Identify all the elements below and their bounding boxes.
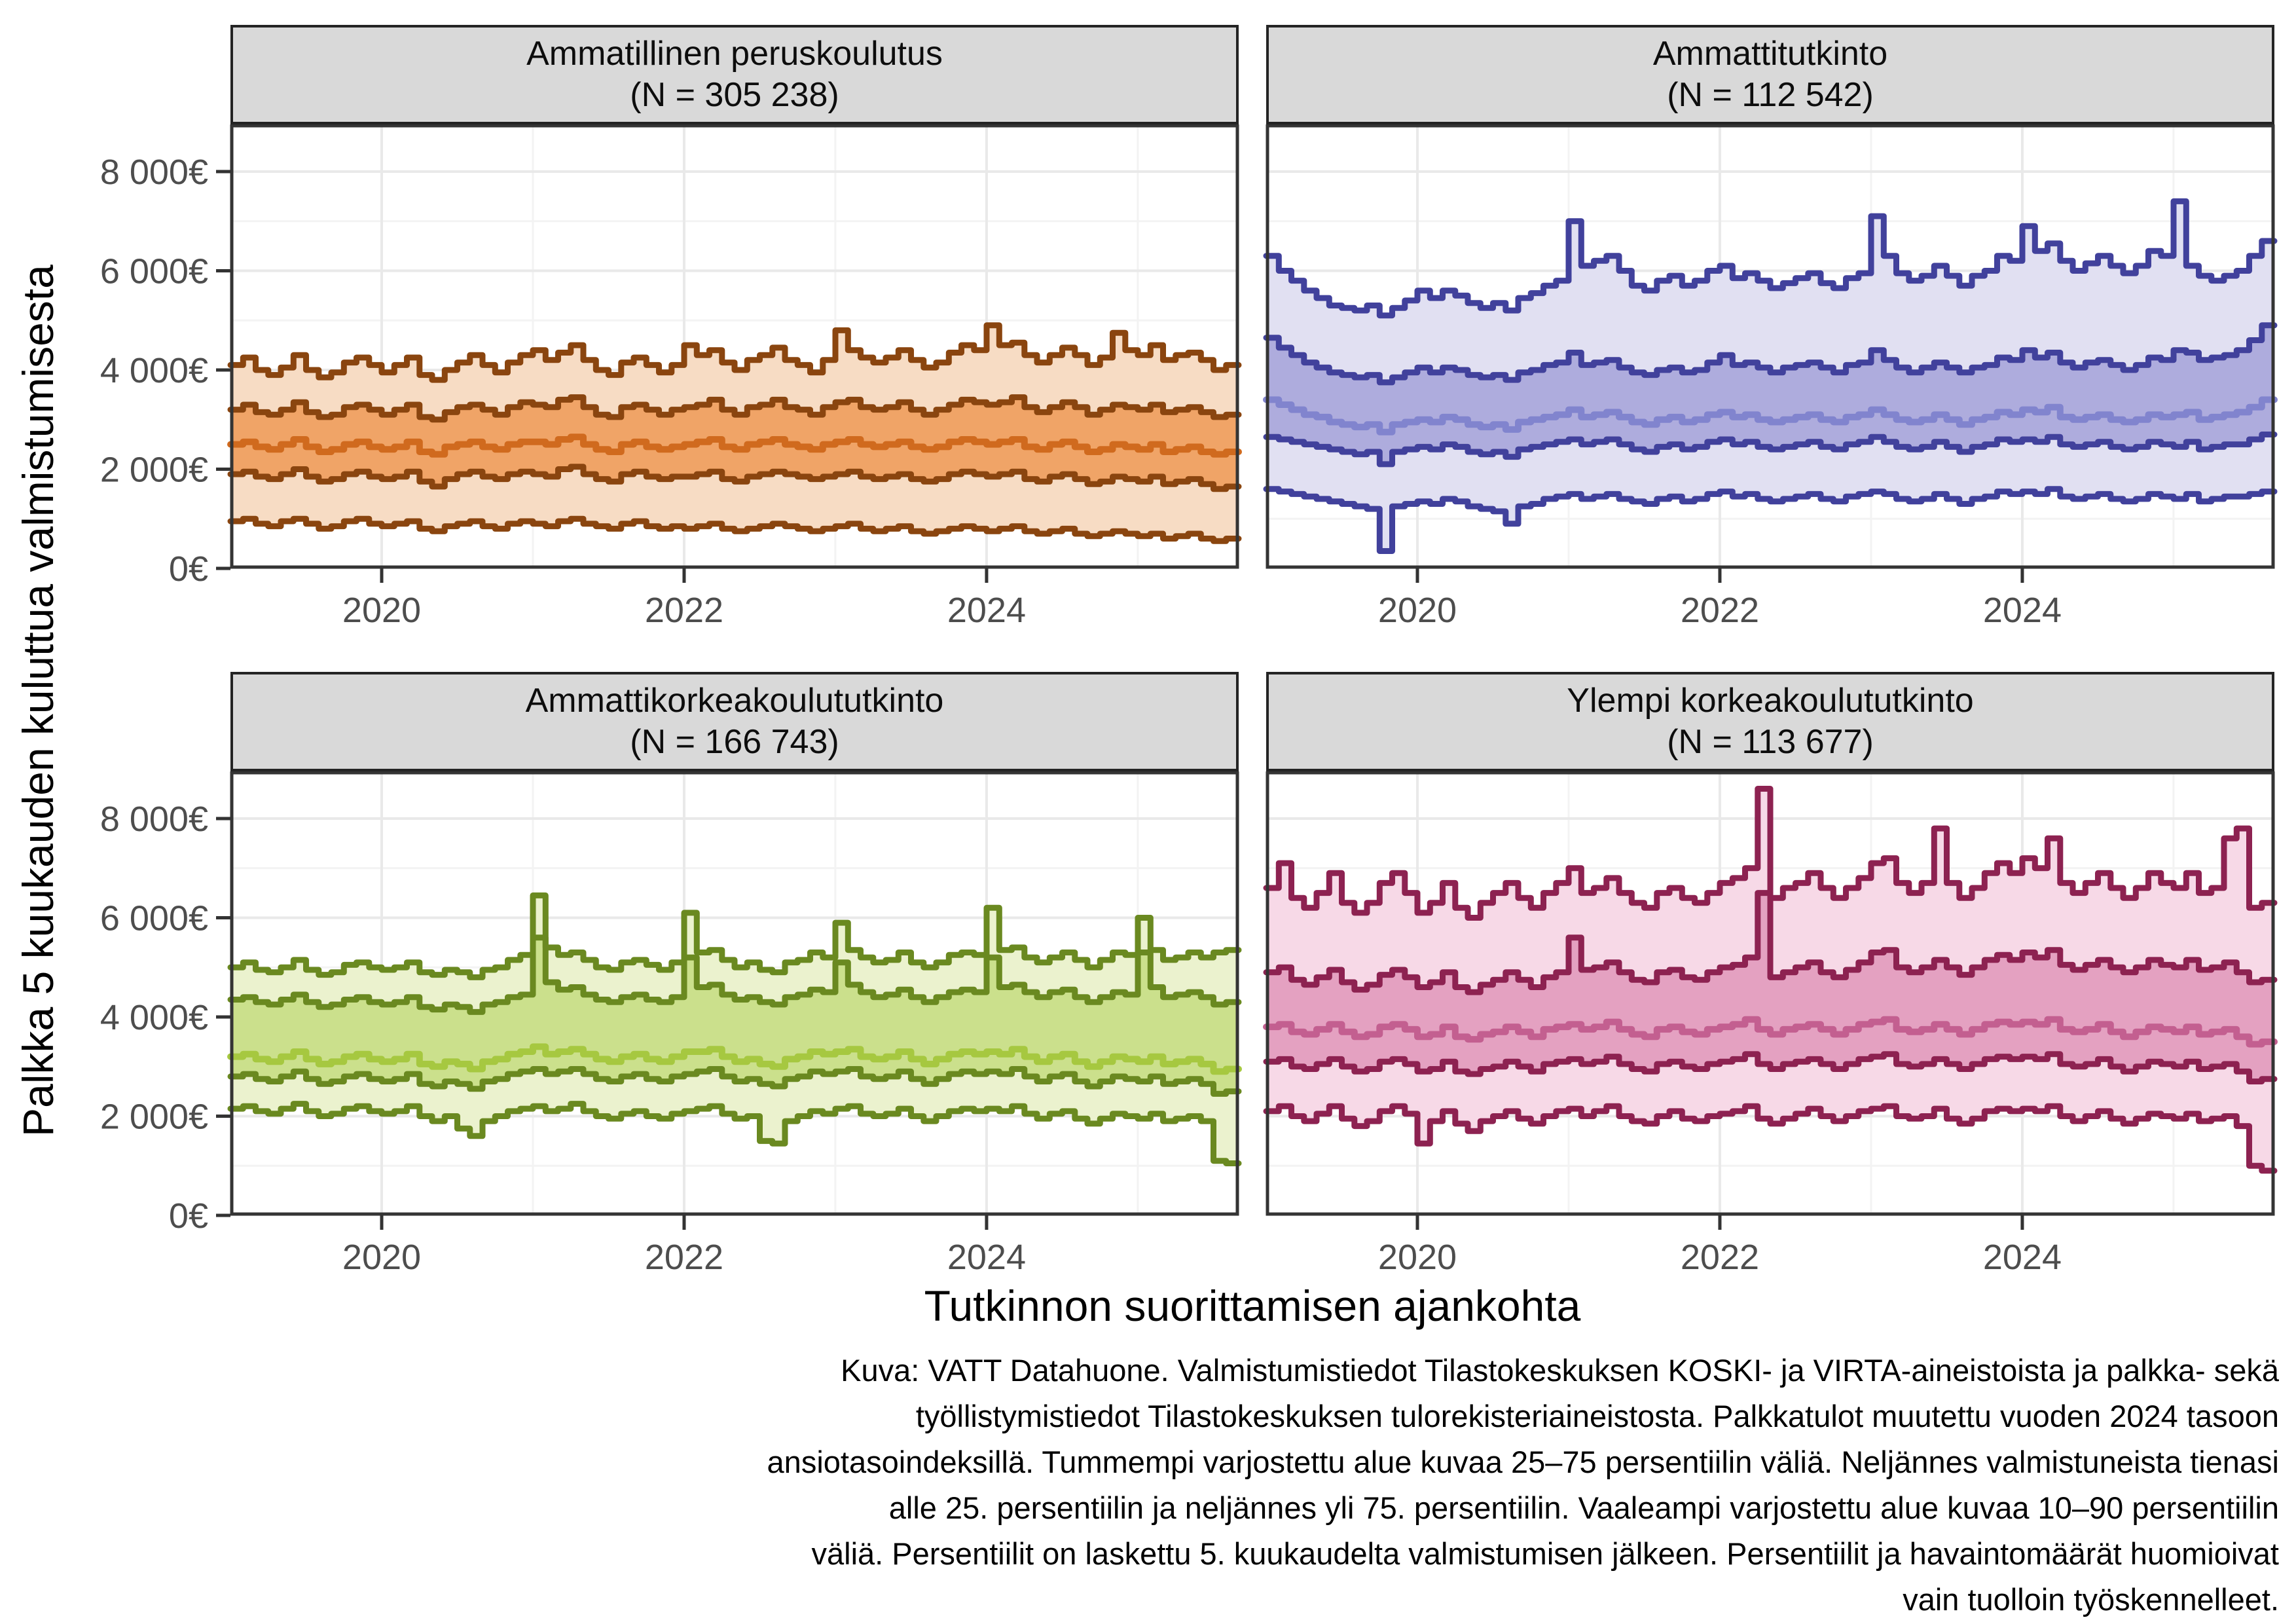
strip-row-top: Ammatillinen peruskoulutus (N = 305 238)…	[230, 25, 2296, 124]
facet-title: Ammattikorkeakoulututkinto	[525, 681, 944, 720]
y-tick-label: 0€	[169, 549, 208, 589]
caption-line: ansiotasoindeksillä. Tummempi varjostett…	[767, 1445, 2279, 1479]
panel-border	[230, 124, 1239, 569]
y-tick-label: 4 000€	[100, 998, 208, 1037]
x-tick-label: 2024	[1983, 1238, 2062, 1277]
y-tick-label: 0€	[169, 1196, 208, 1236]
line-median	[1263, 1016, 2278, 1048]
facet-subtitle: (N = 113 677)	[1667, 723, 1874, 761]
x-tick-label: 2022	[1681, 1238, 1759, 1277]
x-tick-label: 2024	[1983, 591, 2062, 630]
panel-border	[230, 771, 1239, 1216]
caption-line: työllistymistiedot Tilastokeskuksen tulo…	[915, 1399, 2279, 1433]
line-p75	[227, 934, 1242, 1015]
facet-strip-ammattitutkinto: Ammattitutkinto (N = 112 542)	[1266, 25, 2274, 124]
facet-subtitle: (N = 305 238)	[630, 76, 839, 114]
line-p10	[1263, 1103, 2278, 1174]
strip-row-bottom: Ammattikorkeakoulututkinto (N = 166 743)…	[230, 672, 2296, 771]
facet-panel-ylempi-korkeakoulututkinto: 2020 2022 2024	[1263, 771, 2278, 1277]
facet-strip-ylempi-korkeakoulututkinto: Ylempi korkeakoulututkinto (N = 113 677)	[1266, 672, 2274, 771]
line-p75	[227, 394, 1242, 423]
x-axis-title: Tutkinnon suorittamisen ajankohta	[924, 1282, 1581, 1330]
line-p90	[227, 322, 1242, 383]
facet-strip-ammatillinen-peruskoulutus: Ammatillinen peruskoulutus (N = 305 238)	[230, 25, 1239, 124]
line-median	[227, 434, 1242, 458]
line-p25	[1263, 1051, 2278, 1084]
caption-line: Kuva: VATT Datahuone. Valmistumistiedot …	[841, 1353, 2279, 1388]
facet-strip-ammattikorkeakoulututkinto: Ammattikorkeakoulututkinto (N = 166 743)	[230, 672, 1239, 771]
line-p10	[1263, 486, 2278, 554]
caption: Kuva: VATT Datahuone. Valmistumistiedot …	[0, 1348, 2296, 1623]
x-tick-label: 2022	[1681, 591, 1759, 630]
y-tick-label: 4 000€	[100, 351, 208, 390]
x-tick-label: 2022	[645, 591, 723, 630]
caption-line: vain tuolloin työskennelleet.	[1903, 1582, 2279, 1617]
line-p75	[1263, 890, 2278, 995]
facet-title: Ylempi korkeakoulututkinto	[1567, 681, 1974, 720]
facet-subtitle: (N = 112 542)	[1667, 76, 1874, 114]
caption-line: alle 25. persentiilin ja neljännes yli 7…	[888, 1490, 2279, 1525]
facet-subtitle: (N = 166 743)	[630, 723, 839, 761]
line-median	[1263, 396, 2278, 435]
line-p25	[227, 464, 1242, 492]
x-tick-label: 2020	[1378, 1238, 1457, 1277]
facet-title: Ammattitutkinto	[1652, 34, 1888, 73]
y-tick-label: 6 000€	[100, 251, 208, 291]
line-p10	[227, 1101, 1242, 1166]
facet-title: Ammatillinen peruskoulutus	[526, 34, 943, 73]
panel-border	[1266, 124, 2275, 569]
line-p90	[227, 892, 1242, 980]
y-tick-label: 8 000€	[100, 800, 208, 839]
line-p90	[1263, 786, 2278, 921]
caption-line: väliä. Persentiilit on laskettu 5. kuuka…	[811, 1536, 2279, 1571]
facet-panel-ammattikorkeakoulututkinto: 2020 2022 2024 0€ 2 000€ 4 000€ 6 000€ 8 000€	[100, 771, 1242, 1277]
x-tick-label: 2024	[947, 1238, 1026, 1277]
facet-row-top: Ammatillinen peruskoulutus (N = 305 238)…	[0, 25, 2296, 630]
panel-border	[1266, 771, 2275, 1216]
line-p25	[227, 1066, 1242, 1097]
line-p10	[227, 515, 1242, 544]
band-25-75	[230, 397, 1239, 489]
line-median	[227, 1043, 1242, 1075]
line-p25	[1263, 432, 2278, 468]
x-tick-label: 2022	[645, 1238, 723, 1277]
x-tick-label: 2020	[1378, 591, 1457, 630]
x-tick-label: 2020	[342, 1238, 421, 1277]
facet-panel-ammattitutkinto: 2020 2022 2024	[1263, 124, 2278, 630]
facet-grid: Ammatillinen peruskoulutus (N = 305 238)…	[0, 25, 2296, 1277]
y-tick-label: 8 000€	[100, 153, 208, 192]
line-p75	[1263, 322, 2278, 386]
y-tick-label: 2 000€	[100, 450, 208, 489]
facet-row-bottom: Ammattikorkeakoulututkinto (N = 166 743)…	[0, 672, 2296, 1277]
x-tick-label: 2024	[947, 591, 1026, 630]
line-p90	[1263, 198, 2278, 319]
y-tick-label: 2 000€	[100, 1097, 208, 1136]
facet-panel-ammatillinen-peruskoulutus: 2020 2022 2024 0€ 2 000€ 4 000€ 6 000€ 8 000€	[100, 124, 1242, 630]
y-tick-label: 6 000€	[100, 898, 208, 938]
x-tick-label: 2020	[342, 591, 421, 630]
